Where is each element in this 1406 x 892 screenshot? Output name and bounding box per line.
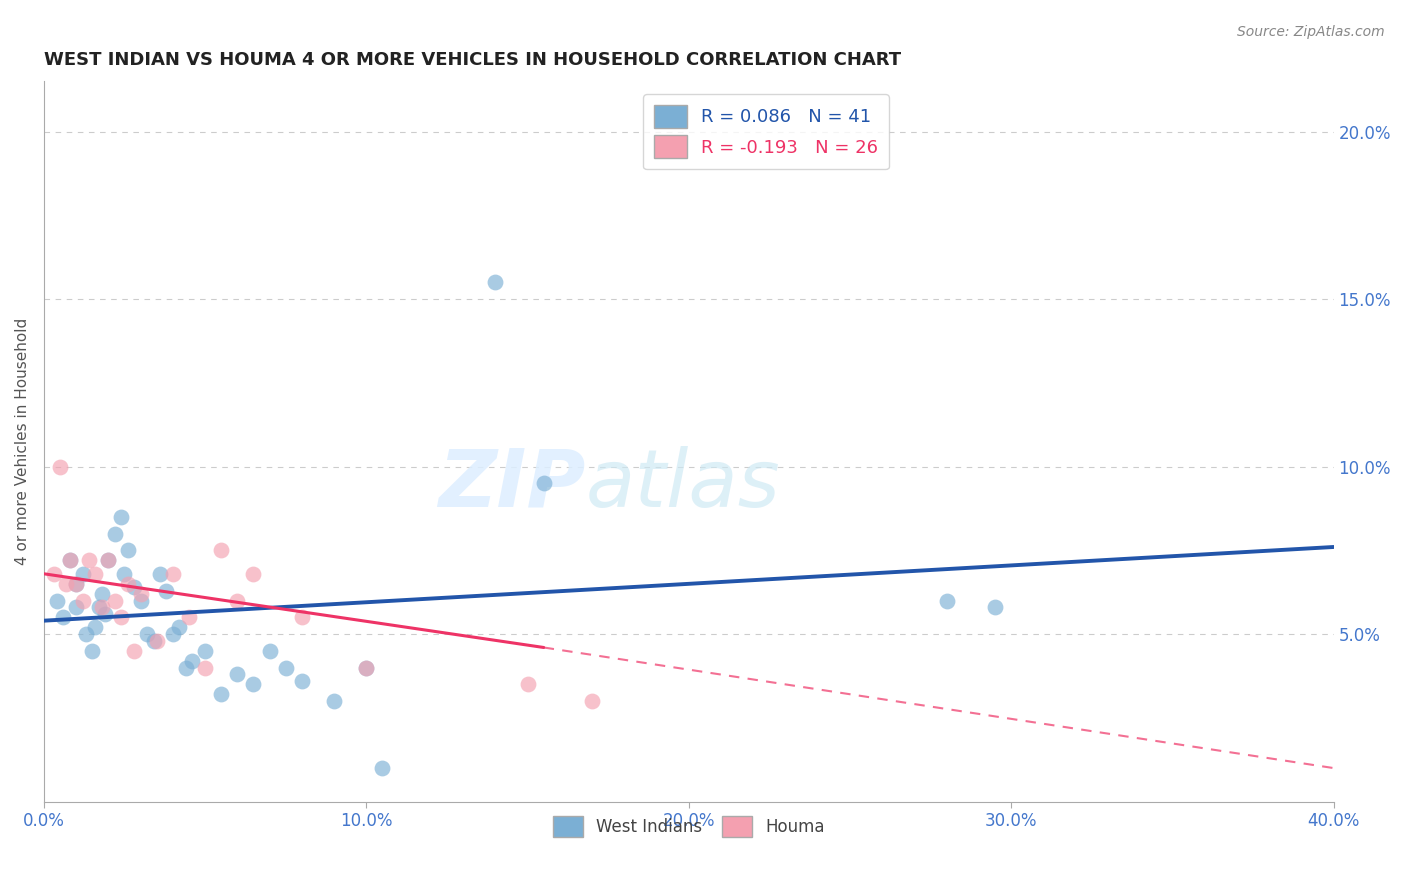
Point (49, 459, 72, 474)
Point (984, 600, 1007, 615)
Point (65, 600, 87, 615)
Y-axis label: 4 or more Vehicles in Household: 4 or more Vehicles in Household (15, 318, 30, 566)
Legend: West Indians, Houma: West Indians, Houma (546, 809, 831, 844)
Point (94, 607, 117, 621)
Point (122, 644, 145, 658)
Point (291, 610, 314, 624)
Point (136, 627, 159, 641)
Point (84, 620, 107, 634)
Point (104, 593, 127, 607)
Point (356, 660, 378, 674)
Point (110, 610, 132, 624)
Point (97, 553, 120, 567)
Point (581, 694, 603, 708)
Point (65, 577, 87, 591)
Point (484, 276, 506, 290)
Point (516, 677, 538, 691)
Point (117, 577, 139, 591)
Point (82, 644, 104, 658)
Point (110, 509, 132, 524)
Point (242, 566, 264, 581)
Point (181, 654, 204, 668)
Point (194, 660, 217, 674)
Point (87, 600, 110, 615)
Point (323, 694, 346, 708)
Point (226, 667, 249, 681)
Point (145, 633, 167, 648)
Point (155, 583, 177, 598)
Point (935, 593, 957, 607)
Point (162, 566, 184, 581)
Point (65, 577, 87, 591)
Point (533, 476, 555, 491)
Text: ZIP: ZIP (439, 446, 585, 524)
Point (59, 553, 82, 567)
Point (52, 610, 75, 624)
Point (129, 587, 152, 601)
Point (84, 566, 107, 581)
Point (72, 593, 94, 607)
Point (169, 620, 191, 634)
Point (291, 673, 314, 688)
Text: Source: ZipAtlas.com: Source: ZipAtlas.com (1237, 25, 1385, 39)
Point (209, 543, 232, 558)
Point (55, 577, 77, 591)
Point (90, 587, 112, 601)
Point (242, 677, 264, 691)
Point (129, 593, 152, 607)
Point (114, 566, 136, 581)
Point (226, 593, 249, 607)
Point (209, 687, 232, 701)
Point (174, 660, 197, 674)
Point (42, 566, 65, 581)
Point (274, 660, 297, 674)
Text: atlas: atlas (585, 446, 780, 524)
Point (149, 566, 172, 581)
Point (194, 644, 217, 658)
Point (259, 644, 281, 658)
Point (142, 633, 165, 648)
Point (77, 553, 100, 567)
Text: WEST INDIAN VS HOUMA 4 OR MORE VEHICLES IN HOUSEHOLD CORRELATION CHART: WEST INDIAN VS HOUMA 4 OR MORE VEHICLES … (44, 51, 901, 69)
Point (72, 566, 94, 581)
Point (122, 580, 145, 594)
Point (75, 627, 97, 641)
Point (97, 553, 120, 567)
Point (59, 553, 82, 567)
Point (90, 600, 112, 615)
Point (104, 526, 127, 541)
Point (356, 660, 378, 674)
Point (162, 627, 184, 641)
Point (371, 761, 394, 775)
Point (177, 610, 200, 624)
Point (45, 593, 67, 607)
Point (117, 543, 139, 558)
